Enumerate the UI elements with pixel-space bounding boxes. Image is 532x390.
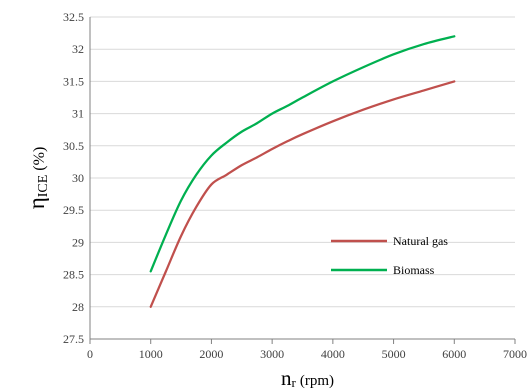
x-tick-label: 0 [87, 347, 93, 361]
x-tick-label: 5000 [382, 347, 406, 361]
y-axis-title-main: η [24, 197, 49, 209]
y-tick-label: 29 [72, 235, 84, 249]
y-axis-title-sub: ICE [36, 175, 51, 198]
series-line-biomass [149, 35, 456, 273]
y-tick-label: 31 [72, 107, 84, 121]
y-tick-label: 30.5 [63, 139, 84, 153]
x-tick-label: 2000 [199, 347, 223, 361]
y-tick-label: 28.5 [63, 268, 84, 282]
x-axis-title-unit: (rpm) [300, 373, 334, 389]
gridlines [90, 16, 515, 308]
legend-label-natural-gas: Natural gas [393, 234, 448, 248]
y-axis-title: ηICE (%) [24, 147, 51, 210]
y-tick-label: 32 [72, 42, 84, 56]
legend: Natural gas Biomass [331, 234, 448, 277]
series-line-natural-gas [149, 80, 456, 308]
x-tick-label: 4000 [321, 347, 345, 361]
y-tick-label: 28 [72, 300, 84, 314]
series-lines [149, 35, 456, 308]
axes [89, 17, 516, 344]
y-tick-label: 31.5 [63, 74, 84, 88]
y-tick-label: 32.5 [63, 10, 84, 24]
x-tick-label: 1000 [139, 347, 163, 361]
tick-labels: 27.5 28 28.5 29 29.5 30 30.5 31 31.5 32 32.5 0 1000 2… [63, 10, 527, 361]
x-tick-label: 3000 [260, 347, 284, 361]
y-tick-label: 29.5 [63, 203, 84, 217]
y-tick-label: 30 [72, 171, 84, 185]
x-axis-title: nr (rpm) [281, 366, 334, 390]
x-tick-label: 7000 [503, 347, 527, 361]
y-axis-title-unit: (%) [31, 147, 48, 171]
x-axis-title-sub: r [292, 375, 297, 390]
x-tick-label: 6000 [442, 347, 466, 361]
x-axis-title-main: n [281, 366, 292, 390]
y-tick-label: 27.5 [63, 332, 84, 346]
legend-label-biomass: Biomass [393, 263, 435, 277]
